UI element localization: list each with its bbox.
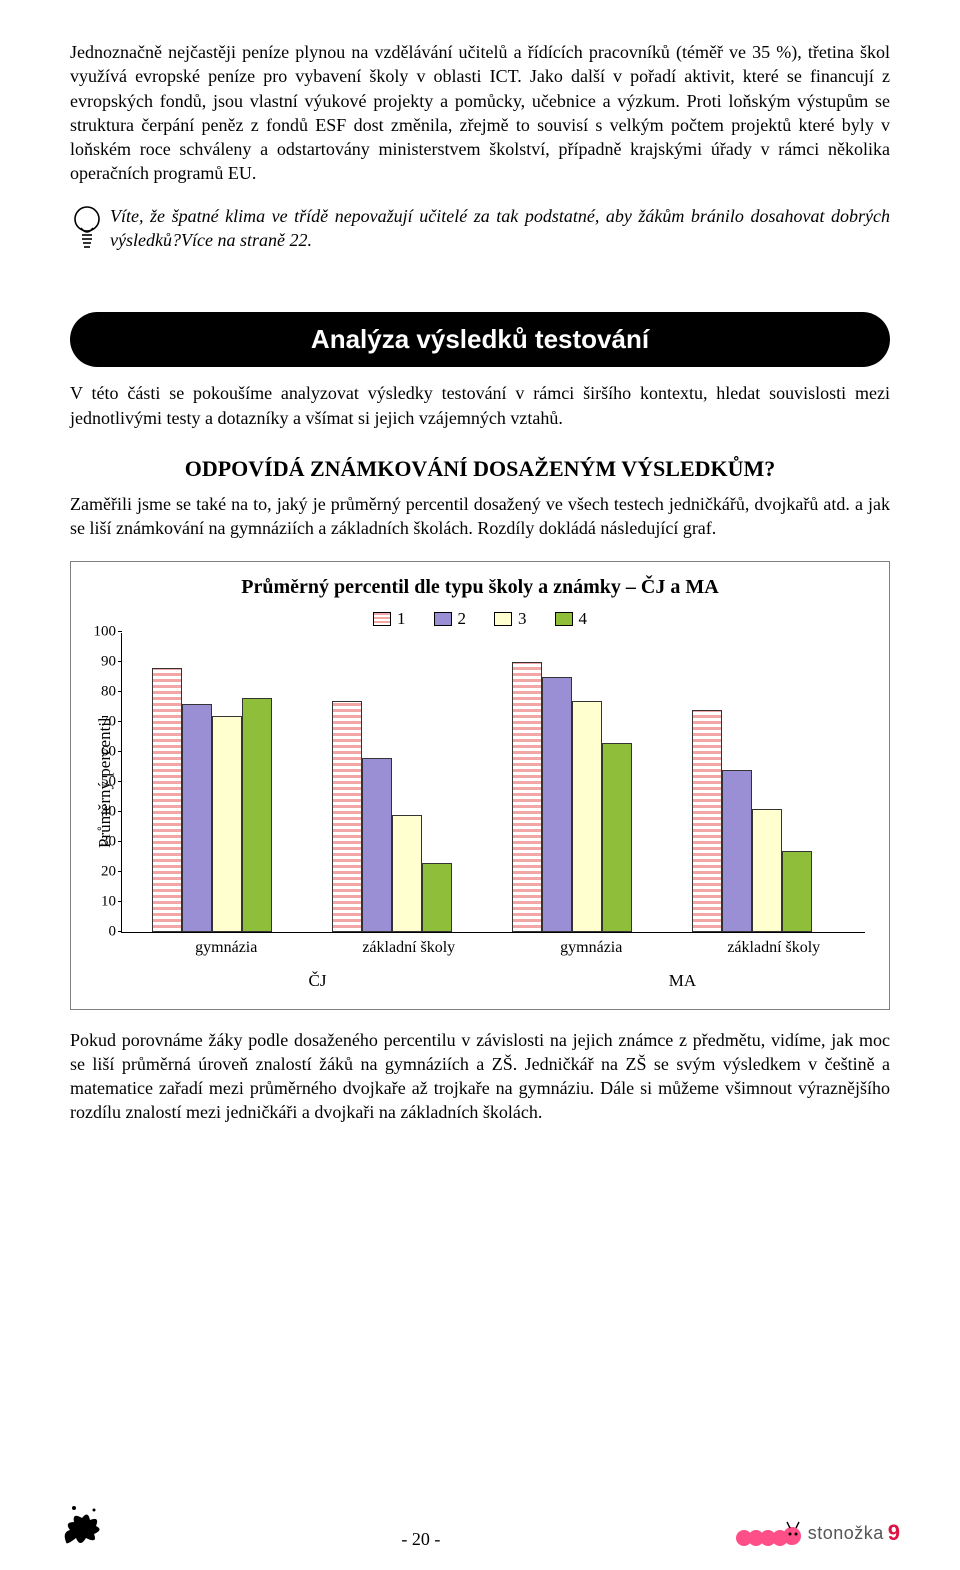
ytick-label: 70 <box>86 713 116 730</box>
bar <box>212 716 242 932</box>
paragraph-conclusion: Pokud porovnáme žáky podle dosaženého pe… <box>70 1028 890 1125</box>
legend-item: 4 <box>555 609 588 629</box>
brand-number: 9 <box>888 1520 900 1546</box>
ytick-label: 10 <box>86 893 116 910</box>
section-banner: Analýza výsledků testování <box>70 312 890 367</box>
inkblot-icon <box>60 1502 108 1550</box>
xlabel-group: gymnázia <box>135 939 318 957</box>
chart-plot-area: 0102030405060708090100 <box>121 633 865 933</box>
legend-swatch <box>494 612 512 626</box>
ytick-label: 30 <box>86 833 116 850</box>
bar <box>152 668 182 932</box>
tip-text: Víte, že špatné klima ve třídě nepovažuj… <box>110 204 890 253</box>
xlabel-group: základní školy <box>683 939 866 957</box>
bar-group <box>332 701 452 932</box>
lightbulb-icon <box>70 204 104 250</box>
bar <box>692 710 722 932</box>
bar <box>242 698 272 932</box>
bar <box>362 758 392 932</box>
page-number: - 20 - <box>401 1529 440 1550</box>
ytick-label: 90 <box>86 653 116 670</box>
bar <box>722 770 752 932</box>
chart-title: Průměrný percentil dle typu školy a znám… <box>95 576 865 599</box>
bar <box>332 701 362 932</box>
bar <box>512 662 542 932</box>
legend-swatch <box>373 612 391 626</box>
bar <box>752 809 782 932</box>
chart-container: Průměrný percentil dle typu školy a znám… <box>70 561 890 1010</box>
ytick-label: 80 <box>86 683 116 700</box>
bar <box>572 701 602 932</box>
ytick-label: 0 <box>86 923 116 940</box>
subsection-heading: ODPOVÍDÁ ZNÁMKOVÁNÍ DOSAŽENÝM VÝSLEDKŮM? <box>70 456 890 482</box>
brand-logo: stonožka 9 <box>734 1516 900 1550</box>
ytick-label: 20 <box>86 863 116 880</box>
legend-swatch <box>434 612 452 626</box>
bar <box>602 743 632 932</box>
chart-xlabels-groups: gymnáziazákladní školygymnáziazákladní š… <box>135 939 865 957</box>
bar-group <box>152 668 272 932</box>
bar-group <box>692 710 812 932</box>
legend-label: 1 <box>397 609 406 629</box>
legend-label: 4 <box>579 609 588 629</box>
bar <box>392 815 422 932</box>
legend-swatch <box>555 612 573 626</box>
bar <box>542 677 572 932</box>
xlabel-subject: ČJ <box>135 971 500 991</box>
page-footer: - 20 - stonožka 9 <box>0 1502 960 1550</box>
ytick-label: 40 <box>86 803 116 820</box>
paragraph-context: V této části se pokoušíme analyzovat výs… <box>70 381 890 430</box>
legend-label: 2 <box>458 609 467 629</box>
xlabel-group: gymnázia <box>500 939 683 957</box>
ytick-label: 100 <box>86 623 116 640</box>
ytick-label: 60 <box>86 743 116 760</box>
paragraph-method: Zaměřili jsme se také na to, jaký je prů… <box>70 492 890 541</box>
bar <box>422 863 452 932</box>
chart-xlabels-subjects: ČJMA <box>135 971 865 991</box>
chart-legend: 1 2 3 4 <box>95 609 865 629</box>
ytick-label: 50 <box>86 773 116 790</box>
paragraph-intro: Jednoznačně nejčastěji peníze plynou na … <box>70 40 890 186</box>
legend-label: 3 <box>518 609 527 629</box>
xlabel-group: základní školy <box>318 939 501 957</box>
legend-item: 1 <box>373 609 406 629</box>
bar-group <box>512 662 632 932</box>
bar <box>782 851 812 932</box>
legend-item: 3 <box>494 609 527 629</box>
caterpillar-icon <box>734 1516 804 1550</box>
xlabel-subject: MA <box>500 971 865 991</box>
bar <box>182 704 212 932</box>
legend-item: 2 <box>434 609 467 629</box>
brand-text: stonožka <box>808 1523 884 1544</box>
tip-row: Víte, že špatné klima ve třídě nepovažuj… <box>70 204 890 253</box>
